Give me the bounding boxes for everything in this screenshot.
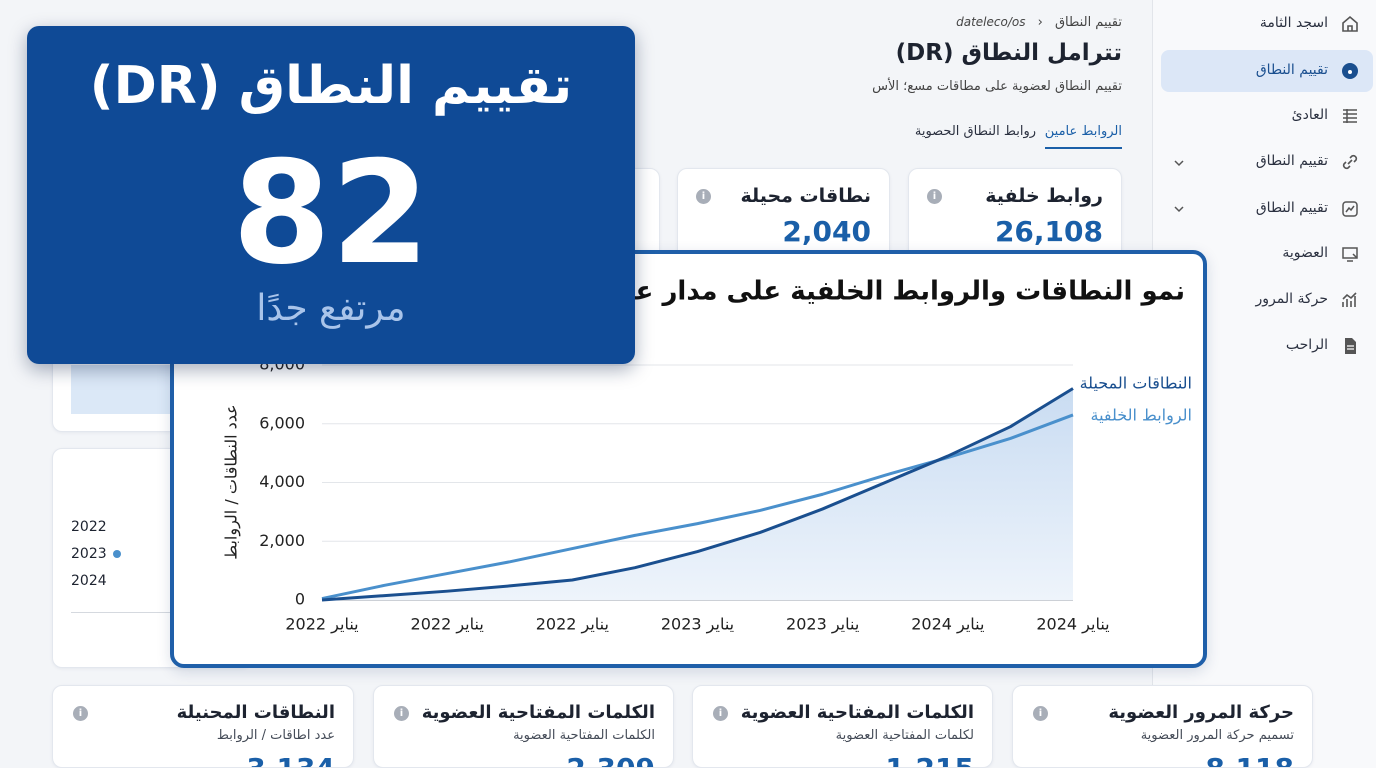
year-dot bbox=[113, 550, 121, 558]
divider bbox=[71, 612, 251, 613]
score-card: تقييم النطاق (DR) 82 مرتفع جدًا bbox=[27, 26, 635, 364]
breadcrumb: تقييم النطاق ‹ dateleco/os bbox=[956, 15, 1122, 30]
year-label: 2023 bbox=[71, 546, 107, 562]
y-tick-label: 2,000 bbox=[259, 531, 305, 550]
chart-title: نمو النطاقات والروابط الخلفية على مدار ع… bbox=[576, 277, 1185, 307]
score-value: 82 bbox=[232, 131, 430, 296]
metric-card: i الكلمات المفتاحية العضوية الكلمات المف… bbox=[373, 685, 674, 768]
metric-card: i النطاقات المحنيلة عدد اطاقات / الروابط… bbox=[52, 685, 354, 768]
info-icon[interactable]: i bbox=[713, 706, 728, 721]
icon-monitor bbox=[1342, 247, 1358, 262]
score-rating: مرتفع جدًا bbox=[256, 288, 406, 329]
stat-label: روابط خلفية bbox=[985, 185, 1103, 207]
metric-value: 3,134 bbox=[246, 752, 335, 767]
nav-item[interactable]: العادئ bbox=[1291, 107, 1328, 123]
metric-subtitle: الكلمات المفتاحية العضوية bbox=[513, 728, 655, 743]
metric-value: 2,309 bbox=[566, 752, 655, 767]
y-tick-label: 0 bbox=[295, 590, 305, 609]
score-title: تقييم النطاق (DR) bbox=[89, 56, 573, 116]
icon-link bbox=[1342, 154, 1358, 170]
x-tick-label: يناير 2023 bbox=[786, 615, 859, 635]
metric-title: النطاقات المحنيلة bbox=[176, 702, 335, 723]
year-label: 2022 bbox=[71, 519, 107, 535]
metric-value: 1,215 bbox=[885, 752, 974, 767]
metric-subtitle: عدد اطاقات / الروابط bbox=[216, 728, 335, 743]
metric-card: i حركة المرور العضوية تسميم حركة المرور … bbox=[1012, 685, 1313, 768]
nav-item[interactable]: حركة المرور bbox=[1255, 291, 1329, 307]
line bbox=[321, 387, 1074, 602]
nav-item[interactable]: الراحب bbox=[1285, 337, 1328, 353]
info-icon[interactable]: i bbox=[73, 706, 88, 721]
metric-subtitle: تسميم حركة المرور العضوية bbox=[1140, 728, 1294, 743]
legend-entry: النطاقات المحيلة bbox=[1080, 374, 1192, 393]
x-tick-label: يناير 2023 bbox=[661, 615, 734, 635]
nav-item[interactable]: اسجد الثامة bbox=[1259, 15, 1328, 31]
info-icon[interactable]: i bbox=[696, 189, 711, 204]
breadcrumb-current[interactable]: تقييم النطاق bbox=[1054, 15, 1122, 30]
info-icon[interactable]: i bbox=[1033, 706, 1048, 721]
tab-active[interactable]: الروابط عامين bbox=[1044, 124, 1122, 149]
metric-title: الكلمات المفتاحية العضوية bbox=[421, 702, 655, 723]
chart: نمو النطاقات والروابط الخلفية على مدار ع… bbox=[222, 277, 1193, 635]
stat-value: 26,108 bbox=[994, 215, 1103, 248]
year-label: 2024 bbox=[71, 573, 107, 589]
x-tick-label: يناير 2022 bbox=[411, 615, 484, 635]
legend-entry: الروابط الخلفية bbox=[1091, 406, 1193, 426]
metric-value: 8,118 bbox=[1205, 752, 1294, 767]
nav-item[interactable]: تقييم النطاق bbox=[1255, 153, 1328, 169]
info-icon[interactable]: i bbox=[927, 189, 942, 204]
icon-doc bbox=[1345, 338, 1356, 354]
page-title: تترامل النطاق (DR) bbox=[895, 40, 1122, 66]
y-axis-label: عدد النطاقات / الروابط bbox=[222, 404, 242, 559]
x-tick-label: يناير 2024 bbox=[1036, 615, 1109, 635]
nav-active-bg bbox=[1161, 50, 1373, 92]
metric-subtitle: لكلمات المفتاحية العضوية bbox=[835, 728, 974, 743]
nav-item[interactable]: العضوية bbox=[1282, 245, 1328, 261]
metric-card: i الكلمات المفتاحية العضوية لكلمات المفت… bbox=[692, 685, 993, 768]
breadcrumb-root[interactable]: dateleco/os bbox=[956, 15, 1026, 29]
icon-home bbox=[1342, 15, 1358, 32]
stat-value: 2,040 bbox=[782, 215, 871, 248]
breadcrumb-sep: ‹ bbox=[1037, 15, 1043, 30]
chevron[interactable] bbox=[1173, 157, 1185, 169]
x-tick-label: يناير 2024 bbox=[911, 615, 984, 635]
icon-list bbox=[1343, 109, 1357, 123]
y-tick-label: 6,000 bbox=[259, 413, 305, 432]
icon-chart bbox=[1342, 201, 1358, 217]
area bbox=[322, 388, 1073, 600]
metric-title: الكلمات المفتاحية العضوية bbox=[740, 702, 974, 723]
chevron[interactable] bbox=[1173, 203, 1185, 215]
stat-label: نطاقات محيلة bbox=[740, 185, 871, 207]
tab[interactable]: روابط النطاق الحصوية bbox=[914, 124, 1036, 139]
icon-traffic bbox=[1342, 292, 1357, 307]
icon-dr bbox=[1342, 63, 1358, 79]
nav-item-active[interactable]: تقييم النطاق bbox=[1255, 62, 1328, 78]
y-tick-label: 4,000 bbox=[259, 472, 305, 491]
info-icon[interactable]: i bbox=[394, 706, 409, 721]
x-tick-label: يناير 2022 bbox=[285, 615, 358, 635]
nav-item[interactable]: تقييم النطاق bbox=[1255, 200, 1328, 216]
page-subtitle: تقييم النطاق لعضوية على مطاقات مسع؛ الأس bbox=[872, 79, 1122, 94]
x-tick-label: يناير 2022 bbox=[536, 615, 609, 635]
metric-title: حركة المرور العضوية bbox=[1108, 702, 1294, 723]
